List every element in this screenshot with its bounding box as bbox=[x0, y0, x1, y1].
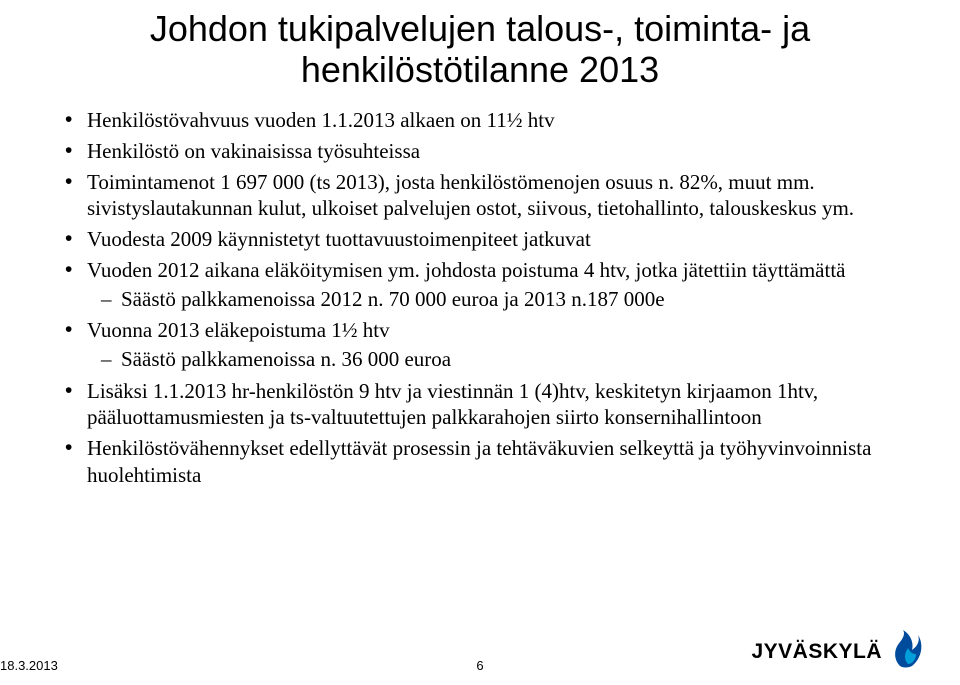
list-item: Vuonna 2013 eläkepoistuma 1½ htv Säästö … bbox=[55, 317, 905, 373]
sub-list-item: Säästö palkkamenoissa n. 36 000 euroa bbox=[87, 346, 905, 373]
logo: JYVÄSKYLÄ bbox=[751, 630, 922, 673]
sub-bullet-text: Säästö palkkamenoissa 2012 n. 70 000 eur… bbox=[121, 287, 665, 311]
logo-text: JYVÄSKYLÄ bbox=[751, 640, 882, 664]
bullet-text: Vuoden 2012 aikana eläköitymisen ym. joh… bbox=[87, 258, 845, 282]
bullet-text: Vuodesta 2009 käynnistetyt tuottavuustoi… bbox=[87, 227, 591, 251]
list-item: Vuoden 2012 aikana eläköitymisen ym. joh… bbox=[55, 257, 905, 313]
list-item: Henkilöstövähennykset edellyttävät prose… bbox=[55, 435, 905, 489]
bullet-text: Henkilöstövähennykset edellyttävät prose… bbox=[87, 436, 871, 487]
title-line-1: Johdon tukipalvelujen talous-, toiminta-… bbox=[150, 8, 810, 49]
sub-list-item: Säästö palkkamenoissa 2012 n. 70 000 eur… bbox=[87, 286, 905, 313]
sub-list: Säästö palkkamenoissa 2012 n. 70 000 eur… bbox=[87, 286, 905, 313]
bullet-text: Lisäksi 1.1.2013 hr-henkilöstön 9 htv ja… bbox=[87, 379, 818, 430]
bullet-text: Henkilöstövahvuus vuoden 1.1.2013 alkaen… bbox=[87, 108, 555, 132]
title-line-2: henkilöstötilanne 2013 bbox=[301, 49, 659, 90]
slide-title: Johdon tukipalvelujen talous-, toiminta-… bbox=[55, 0, 905, 91]
bullet-list: Henkilöstövahvuus vuoden 1.1.2013 alkaen… bbox=[55, 107, 905, 489]
list-item: Henkilöstövahvuus vuoden 1.1.2013 alkaen… bbox=[55, 107, 905, 134]
footer-date: 18.3.2013 bbox=[0, 658, 58, 673]
bullet-text: Toimintamenot 1 697 000 (ts 2013), josta… bbox=[87, 170, 854, 221]
list-item: Vuodesta 2009 käynnistetyt tuottavuustoi… bbox=[55, 226, 905, 253]
list-item: Henkilöstö on vakinaisissa työsuhteissa bbox=[55, 138, 905, 165]
list-item: Toimintamenot 1 697 000 (ts 2013), josta… bbox=[55, 169, 905, 223]
bullet-text: Vuonna 2013 eläkepoistuma 1½ htv bbox=[87, 318, 390, 342]
bullet-text: Henkilöstö on vakinaisissa työsuhteissa bbox=[87, 139, 420, 163]
flame-icon bbox=[890, 630, 922, 673]
footer-page-number: 6 bbox=[476, 658, 483, 673]
slide: Johdon tukipalvelujen talous-, toiminta-… bbox=[0, 0, 960, 685]
sub-list: Säästö palkkamenoissa n. 36 000 euroa bbox=[87, 346, 905, 373]
sub-bullet-text: Säästö palkkamenoissa n. 36 000 euroa bbox=[121, 347, 451, 371]
list-item: Lisäksi 1.1.2013 hr-henkilöstön 9 htv ja… bbox=[55, 378, 905, 432]
